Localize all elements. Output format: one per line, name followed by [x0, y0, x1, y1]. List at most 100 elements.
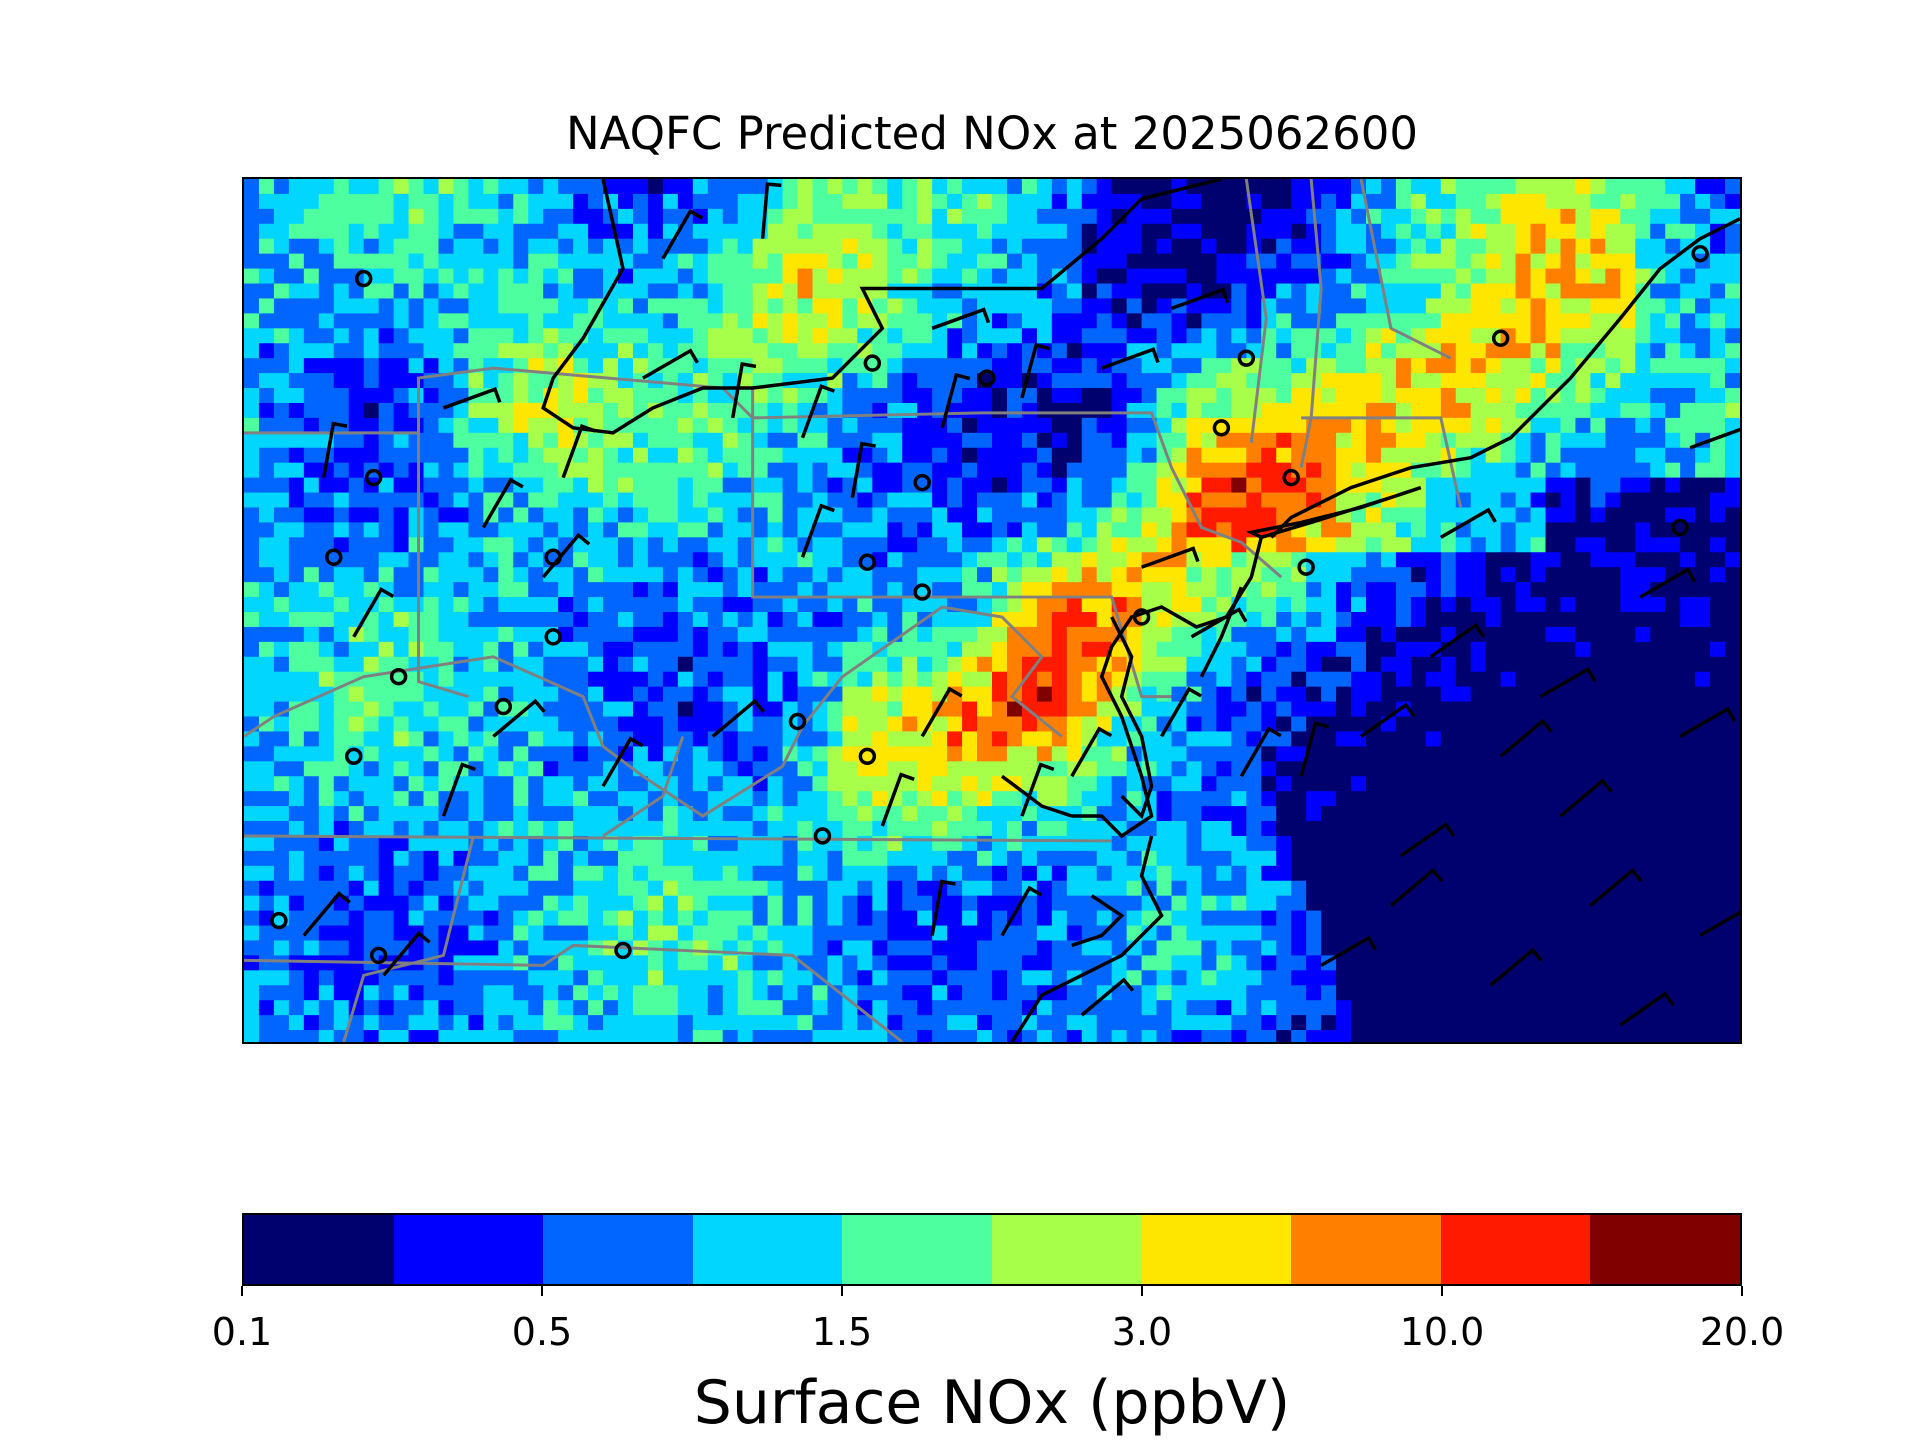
wind-barb	[481, 477, 524, 529]
wind-barb	[880, 772, 915, 827]
station-marker	[325, 548, 343, 566]
wind-barb	[1619, 991, 1675, 1027]
wind-barb	[661, 208, 704, 260]
station-marker	[978, 369, 996, 387]
wind-barb	[1320, 935, 1378, 967]
state-boundary	[751, 388, 1172, 699]
station-marker	[1212, 419, 1231, 437]
nox-map	[242, 177, 1742, 1044]
wind-barb	[382, 930, 431, 977]
coastline	[541, 179, 1222, 435]
colorbar-tick	[541, 1286, 543, 1296]
wind-barb	[322, 421, 348, 478]
station-marker	[913, 473, 931, 492]
station-marker	[494, 697, 513, 716]
wind-barb	[1080, 977, 1135, 1017]
wind-barb	[940, 372, 971, 429]
wind-barb	[931, 307, 991, 330]
wind-barb	[930, 879, 956, 936]
wind-barb	[1439, 507, 1497, 539]
wind-barb	[352, 587, 395, 638]
station-marker	[344, 747, 363, 766]
coastline	[1270, 217, 1740, 539]
station-marker	[544, 548, 562, 566]
colorbar-segment	[244, 1215, 394, 1284]
station-marker	[544, 628, 562, 646]
wind-barb	[1360, 702, 1416, 738]
wind-barb	[1489, 947, 1543, 987]
state-boundary	[244, 605, 1063, 818]
station-marker	[270, 911, 288, 930]
coastlines	[541, 179, 1740, 1042]
state-boundary	[1244, 179, 1268, 443]
wind-barb	[920, 686, 963, 738]
wind-barb	[1389, 867, 1444, 907]
wind-barb	[730, 361, 757, 419]
colorbar	[242, 1213, 1742, 1286]
state-boundary	[342, 835, 475, 1042]
station-marker	[614, 941, 632, 960]
wind-barb	[642, 348, 699, 380]
wind-barb	[441, 762, 476, 817]
wind-barb	[302, 891, 351, 937]
wind-barb	[711, 698, 766, 738]
colorbar-label: Surface NOx (ppbV)	[693, 1368, 1291, 1438]
colorbar-tick	[1741, 1286, 1743, 1296]
wind-barb	[800, 384, 835, 439]
colorbar-tick	[1141, 1286, 1143, 1296]
wind-barb	[800, 503, 835, 558]
state-boundary	[1301, 416, 1463, 508]
station-marker	[788, 712, 807, 731]
colorbar-tick-label: 0.1	[211, 1310, 273, 1354]
wind-barbs	[302, 182, 1740, 1027]
wind-barb	[1141, 546, 1200, 569]
state-boundary	[602, 735, 685, 838]
wind-barb	[1190, 607, 1248, 639]
colorbar-tick	[1441, 1286, 1443, 1296]
wind-barb	[1399, 822, 1456, 858]
state-boundary	[244, 943, 904, 1042]
colorbar-tick-label: 0.5	[511, 1310, 573, 1354]
wind-barb	[1101, 347, 1160, 370]
wind-barb	[1589, 867, 1643, 907]
station-marker	[1691, 244, 1709, 263]
wind-barb	[1070, 726, 1113, 778]
state-boundaries	[244, 179, 1463, 1042]
wind-barb	[1559, 778, 1613, 818]
station-markers	[270, 244, 1709, 965]
wind-barb	[561, 423, 596, 479]
station-marker	[858, 553, 877, 571]
wind-barb	[1020, 342, 1051, 399]
coastline	[1245, 485, 1422, 540]
station-marker	[813, 827, 832, 845]
station-marker	[1132, 608, 1151, 626]
station-marker	[863, 354, 882, 372]
colorbar-segment	[842, 1215, 992, 1284]
colorbar-tick-label: 1.5	[811, 1310, 873, 1354]
wind-barb	[1539, 666, 1597, 699]
colorbar-segment	[1590, 1215, 1740, 1284]
state-boundary	[244, 366, 1283, 579]
wind-barb	[1639, 567, 1697, 599]
colorbar-tick-label: 3.0	[1111, 1310, 1173, 1354]
coastline	[1199, 586, 1243, 678]
station-marker	[1282, 468, 1300, 487]
station-marker	[1671, 518, 1689, 537]
wind-barb	[442, 386, 502, 410]
wind-barb	[850, 441, 876, 498]
colorbar-segment	[991, 1215, 1142, 1284]
coastline	[1071, 894, 1125, 948]
colorbar-segment	[1440, 1215, 1591, 1284]
colorbar-segment	[543, 1215, 693, 1284]
coastline	[1000, 536, 1263, 839]
wind-barb	[1000, 885, 1043, 937]
coastline	[1010, 835, 1164, 1042]
coastline	[1110, 616, 1154, 820]
nox-concentration-field	[244, 179, 1740, 1042]
station-marker	[1491, 329, 1510, 347]
wind-barb	[1689, 427, 1740, 450]
wind-barb	[1699, 910, 1740, 938]
state-boundary	[1359, 179, 1452, 360]
colorbar-tick-label: 10.0	[1399, 1310, 1485, 1354]
wind-barb	[1499, 718, 1553, 758]
